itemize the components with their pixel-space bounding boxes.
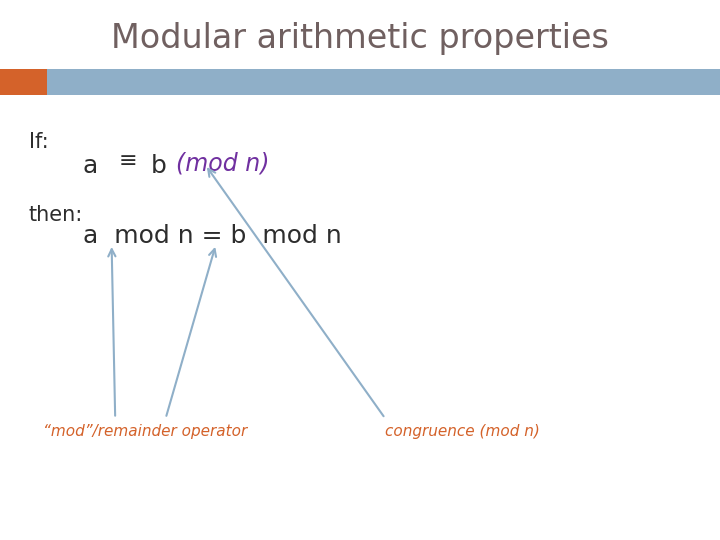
Bar — [0, 69, 47, 94]
Text: then:: then: — [29, 205, 83, 225]
Text: ≡: ≡ — [119, 151, 138, 171]
Text: Modular arithmetic properties: Modular arithmetic properties — [111, 22, 609, 55]
Text: “mod”/remainder operator: “mod”/remainder operator — [43, 424, 248, 439]
Text: If:: If: — [29, 132, 48, 152]
Text: (mod n): (mod n) — [176, 151, 270, 175]
Bar — [47, 69, 720, 94]
Text: congruence (mod n): congruence (mod n) — [385, 424, 540, 439]
Text: b: b — [151, 154, 167, 178]
Text: a: a — [83, 154, 98, 178]
Text: a  mod n = b  mod n: a mod n = b mod n — [83, 224, 341, 248]
